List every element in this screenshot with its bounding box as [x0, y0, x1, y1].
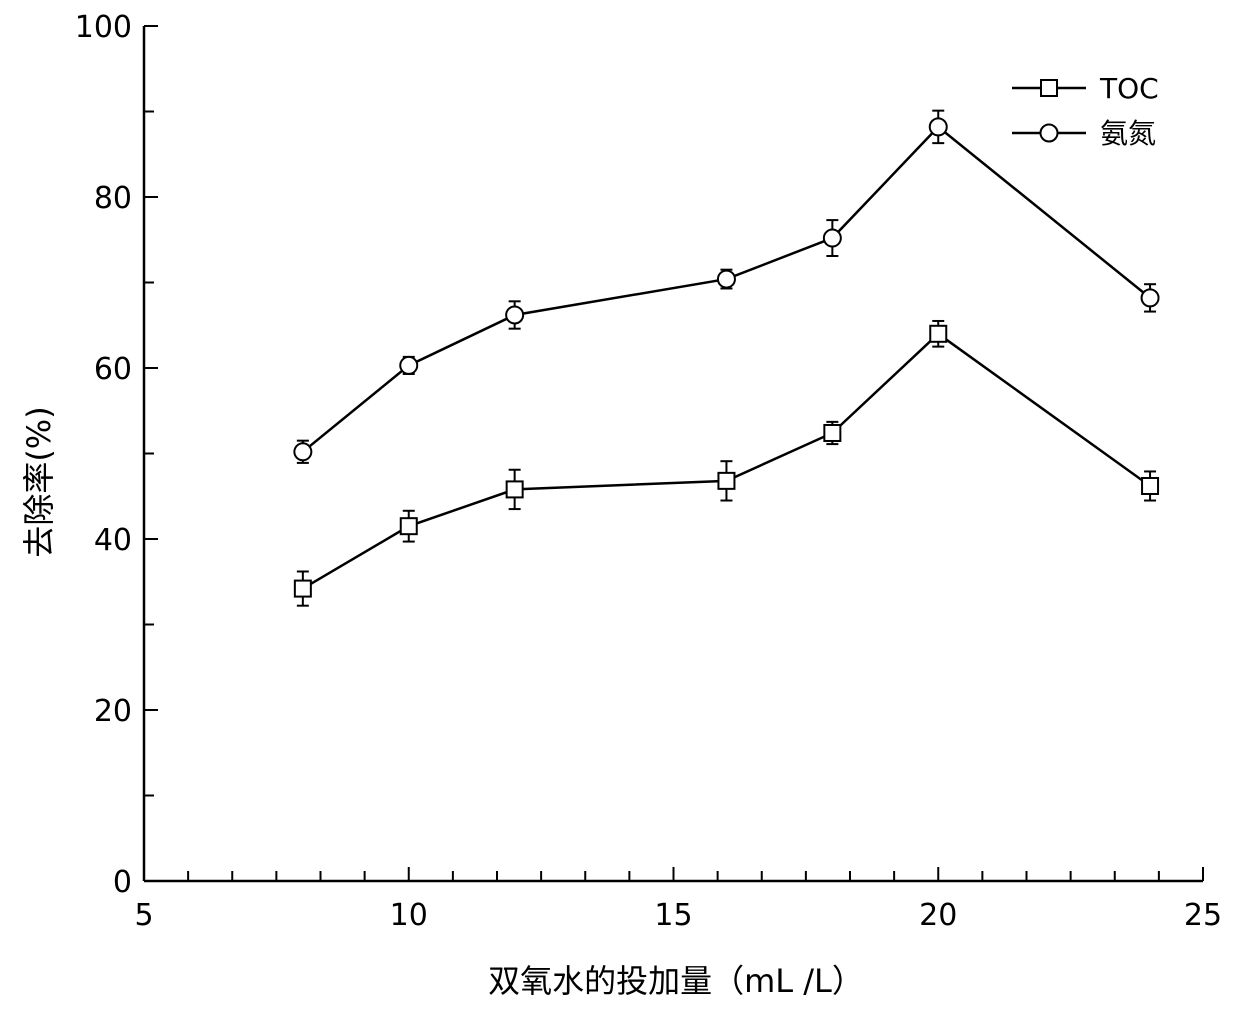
- series-layer: [293, 109, 1160, 607]
- data-point: [822, 228, 842, 248]
- data-point: [293, 442, 313, 462]
- legend-label: TOC: [1099, 72, 1159, 105]
- legend-item: 氨氮: [1012, 117, 1156, 150]
- y-tick-label: 100: [75, 10, 132, 45]
- data-point: [1140, 288, 1160, 308]
- data-point: [929, 324, 948, 343]
- data-point: [293, 579, 312, 598]
- data-point: [717, 471, 736, 490]
- y-tick-label: 80: [94, 181, 132, 216]
- y-tick-label: 40: [94, 523, 132, 558]
- x-tick-label: 10: [390, 898, 428, 933]
- data-point: [823, 423, 842, 442]
- x-axis-label: 双氧水的投加量（mL /L）: [488, 962, 864, 1000]
- tick-marks: [143, 25, 1204, 882]
- data-point: [399, 355, 419, 375]
- x-tick-label: 15: [654, 898, 692, 933]
- legend-marker: [1040, 79, 1058, 97]
- series-ammonia: [293, 109, 1160, 464]
- data-point: [716, 269, 736, 289]
- data-point: [1141, 476, 1160, 495]
- y-tick-label: 60: [94, 352, 132, 387]
- data-point: [505, 305, 525, 325]
- legend-label: 氨氮: [1100, 117, 1156, 150]
- y-tick-label: 20: [94, 694, 132, 729]
- tick-labels: 5 10 15 20 25 0 20 40 60 80 100: [75, 10, 1222, 933]
- y-axis-label: 去除率(%): [20, 406, 58, 557]
- x-tick-label: 5: [134, 898, 153, 933]
- legend-item: TOC: [1012, 72, 1159, 105]
- x-tick-label: 20: [919, 898, 957, 933]
- data-point: [928, 117, 948, 137]
- data-point: [505, 480, 524, 499]
- y-tick-label: 0: [113, 865, 132, 900]
- legend-marker: [1039, 123, 1059, 143]
- legend: TOC 氨氮: [1012, 72, 1159, 150]
- x-tick-label: 25: [1184, 898, 1222, 933]
- series-toc: [293, 319, 1160, 607]
- data-point: [399, 517, 418, 536]
